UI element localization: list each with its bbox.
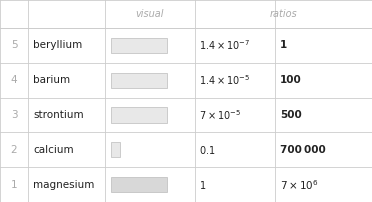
Text: 2: 2	[11, 145, 17, 155]
Text: magnesium: magnesium	[33, 180, 94, 190]
Text: 700 000: 700 000	[280, 145, 326, 155]
Text: 4: 4	[11, 75, 17, 85]
Text: beryllium: beryllium	[33, 40, 82, 50]
Bar	[111, 38, 167, 53]
Text: 500: 500	[280, 110, 302, 120]
Text: barium: barium	[33, 75, 70, 85]
Text: 3: 3	[11, 110, 17, 120]
Text: $1.4\times10^{-5}$: $1.4\times10^{-5}$	[199, 73, 250, 87]
Text: $0.1$: $0.1$	[199, 144, 215, 156]
Text: 1: 1	[11, 180, 17, 190]
Text: visual: visual	[136, 9, 164, 19]
Text: $1.4\times10^{-7}$: $1.4\times10^{-7}$	[199, 39, 250, 52]
Bar	[111, 177, 167, 192]
Text: 100: 100	[280, 75, 302, 85]
Text: $1$: $1$	[199, 179, 206, 191]
Text: 5: 5	[11, 40, 17, 50]
Text: calcium: calcium	[33, 145, 74, 155]
Text: $7\times10^{6}$: $7\times10^{6}$	[280, 178, 319, 191]
Bar	[111, 73, 167, 88]
Bar	[111, 142, 121, 157]
Text: $7\times10^{-5}$: $7\times10^{-5}$	[199, 108, 241, 122]
Text: 1: 1	[280, 40, 287, 50]
Text: ratios: ratios	[270, 9, 297, 19]
Text: strontium: strontium	[33, 110, 84, 120]
Bar	[111, 107, 167, 123]
